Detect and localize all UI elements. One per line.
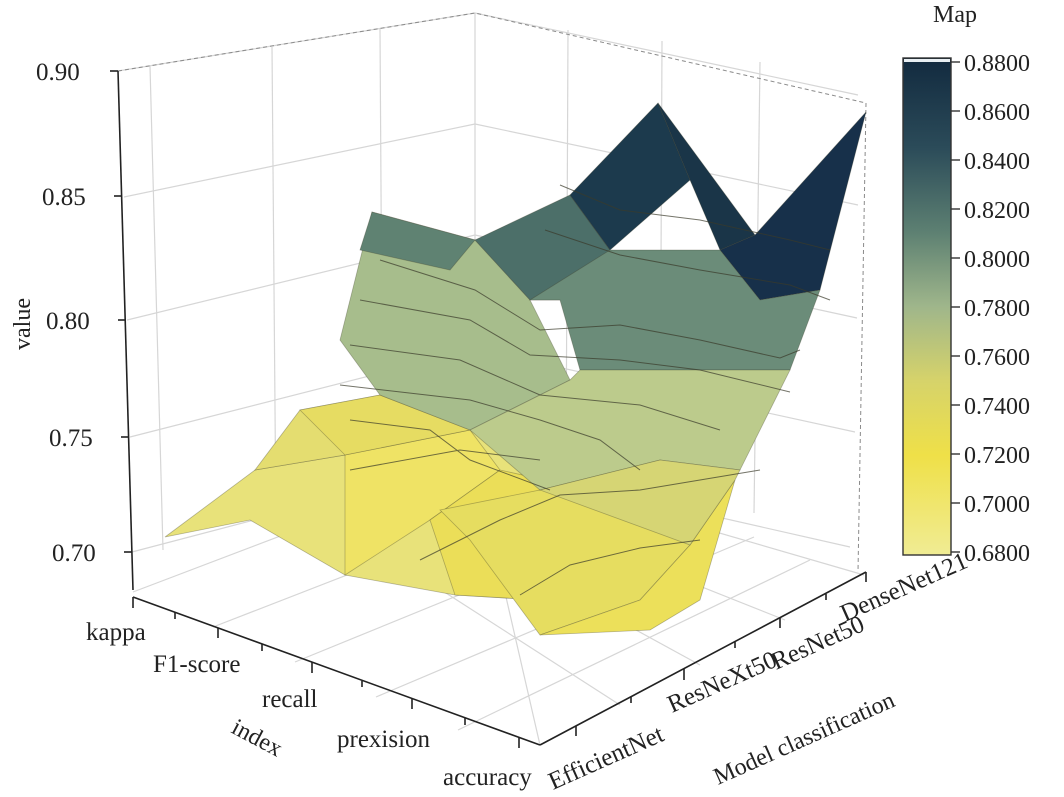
- value-axis-title: value: [10, 298, 36, 350]
- index-axis-title: index: [227, 714, 286, 762]
- colorbar-tick-1: 0.8600: [964, 100, 1030, 126]
- colorbar-tick-6: 0.7600: [964, 345, 1030, 371]
- colorbar-tick-0: 0.8800: [964, 51, 1030, 77]
- value-tick-3: 0.75: [49, 425, 93, 452]
- model-tick-resnext50: ResNeXt50: [663, 646, 781, 718]
- top-frame: [117, 12, 867, 573]
- colorbar-tick-8: 0.7200: [964, 443, 1030, 469]
- surface: [164, 102, 867, 636]
- index-tick-recall: recall: [262, 686, 318, 713]
- colorbar-tick-5: 0.7800: [964, 296, 1030, 322]
- colorbar-tick-3: 0.8200: [964, 198, 1030, 224]
- index-tick-kappa: kappa: [86, 619, 146, 646]
- index-tick-accuracy: accuracy: [443, 764, 532, 791]
- index-tick-f1: F1-score: [153, 651, 240, 678]
- model-axis: [539, 571, 867, 746]
- colorbar-title: Map: [933, 2, 977, 28]
- model-axis-title: Model classification: [710, 687, 899, 790]
- colorbar-tick-10: 0.6800: [964, 541, 1030, 567]
- colorbar: Map 0.8800 0.8600 0.8400 0.8200 0.8000 0…: [902, 2, 1030, 567]
- value-tick-1: 0.85: [42, 184, 86, 211]
- value-tick-4: 0.70: [52, 540, 96, 567]
- value-axis: [110, 70, 134, 591]
- colorbar-tick-7: 0.7400: [964, 394, 1030, 420]
- value-tick-0: 0.90: [36, 59, 80, 86]
- value-tick-2: 0.80: [46, 308, 90, 335]
- colorbar-tick-2: 0.8400: [964, 149, 1030, 175]
- colorbar-tick-4: 0.8000: [964, 247, 1030, 273]
- model-tick-densenet121: DenseNet121: [836, 547, 971, 627]
- index-tick-prexision: prexision: [337, 726, 431, 753]
- contour-lines: [339, 184, 831, 596]
- colorbar-tick-9: 0.7000: [964, 492, 1030, 518]
- index-axis: [132, 596, 541, 748]
